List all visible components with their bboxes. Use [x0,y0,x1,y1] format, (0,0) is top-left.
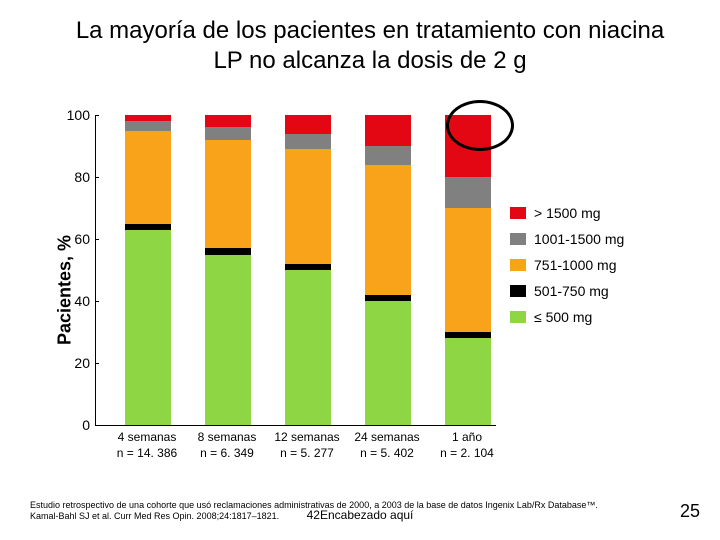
slide-title: La mayoría de los pacientes en tratamien… [60,16,680,76]
bar-segment [205,127,251,139]
highlight-ellipse [446,100,514,151]
legend-item: 751-1000 mg [510,257,655,273]
bar-segment [445,177,491,208]
footer-prefix: 42 [307,508,320,522]
ytick-label: 40 [60,293,90,309]
bar-segment [285,134,331,150]
bar-segment [365,146,411,165]
bar-segment [205,140,251,249]
legend: > 1500 mg 1001-1500 mg 751-1000 mg 501-750 … [510,205,655,335]
x-category-label: 1 añon = 2. 104 [424,430,510,461]
bar [285,115,331,425]
bar-segment [205,255,251,426]
legend-label: 501-750 mg [534,283,609,299]
legend-item: > 1500 mg [510,205,655,221]
footer-text: Encabezado aquí [320,508,413,522]
x-category-label: 8 semanasn = 6. 349 [184,430,270,461]
bar-segment [125,121,171,130]
bar-segment [285,270,331,425]
ytick-label: 20 [60,355,90,371]
bar-segment [365,301,411,425]
plot-region [95,115,496,426]
bar-segment [285,115,331,134]
chart-area: Pacientes, % 020406080100 4 semanasn = 1… [60,115,660,465]
bar-segment [445,208,491,332]
x-category-label: 24 semanasn = 5. 402 [344,430,430,461]
page-number: 25 [680,501,700,522]
footnote-line2: Kamal-Bahl SJ et al. Curr Med Res Opin. … [30,511,279,521]
legend-item: 501-750 mg [510,283,655,299]
legend-item: 1001-1500 mg [510,231,655,247]
legend-label: 751-1000 mg [534,257,617,273]
legend-item: ≤ 500 mg [510,309,655,325]
ytick-label: 0 [60,417,90,433]
bar-segment [365,115,411,146]
x-category-label: 12 semanasn = 5. 277 [264,430,350,461]
footer-center: 42Encabezado aquí [307,508,414,522]
legend-swatch [510,285,526,297]
ytick-label: 100 [60,107,90,123]
bar-segment [205,115,251,127]
legend-swatch [510,259,526,271]
bar-segment [365,165,411,295]
legend-swatch [510,233,526,245]
y-axis-label: Pacientes, % [55,235,76,345]
bar-segment [125,230,171,425]
legend-label: ≤ 500 mg [534,309,592,325]
ytick-label: 60 [60,231,90,247]
x-category-label: 4 semanasn = 14. 386 [104,430,190,461]
bar-segment [445,338,491,425]
ytick-label: 80 [60,169,90,185]
bars-container [96,115,496,425]
legend-label: > 1500 mg [534,205,601,221]
bar [125,115,171,425]
slide: La mayoría de los pacientes en tratamien… [0,0,720,540]
bar-segment [285,149,331,264]
bar [205,115,251,425]
legend-swatch [510,311,526,323]
legend-label: 1001-1500 mg [534,231,624,247]
legend-swatch [510,207,526,219]
bar [445,115,491,425]
bar [365,115,411,425]
bar-segment [125,131,171,224]
